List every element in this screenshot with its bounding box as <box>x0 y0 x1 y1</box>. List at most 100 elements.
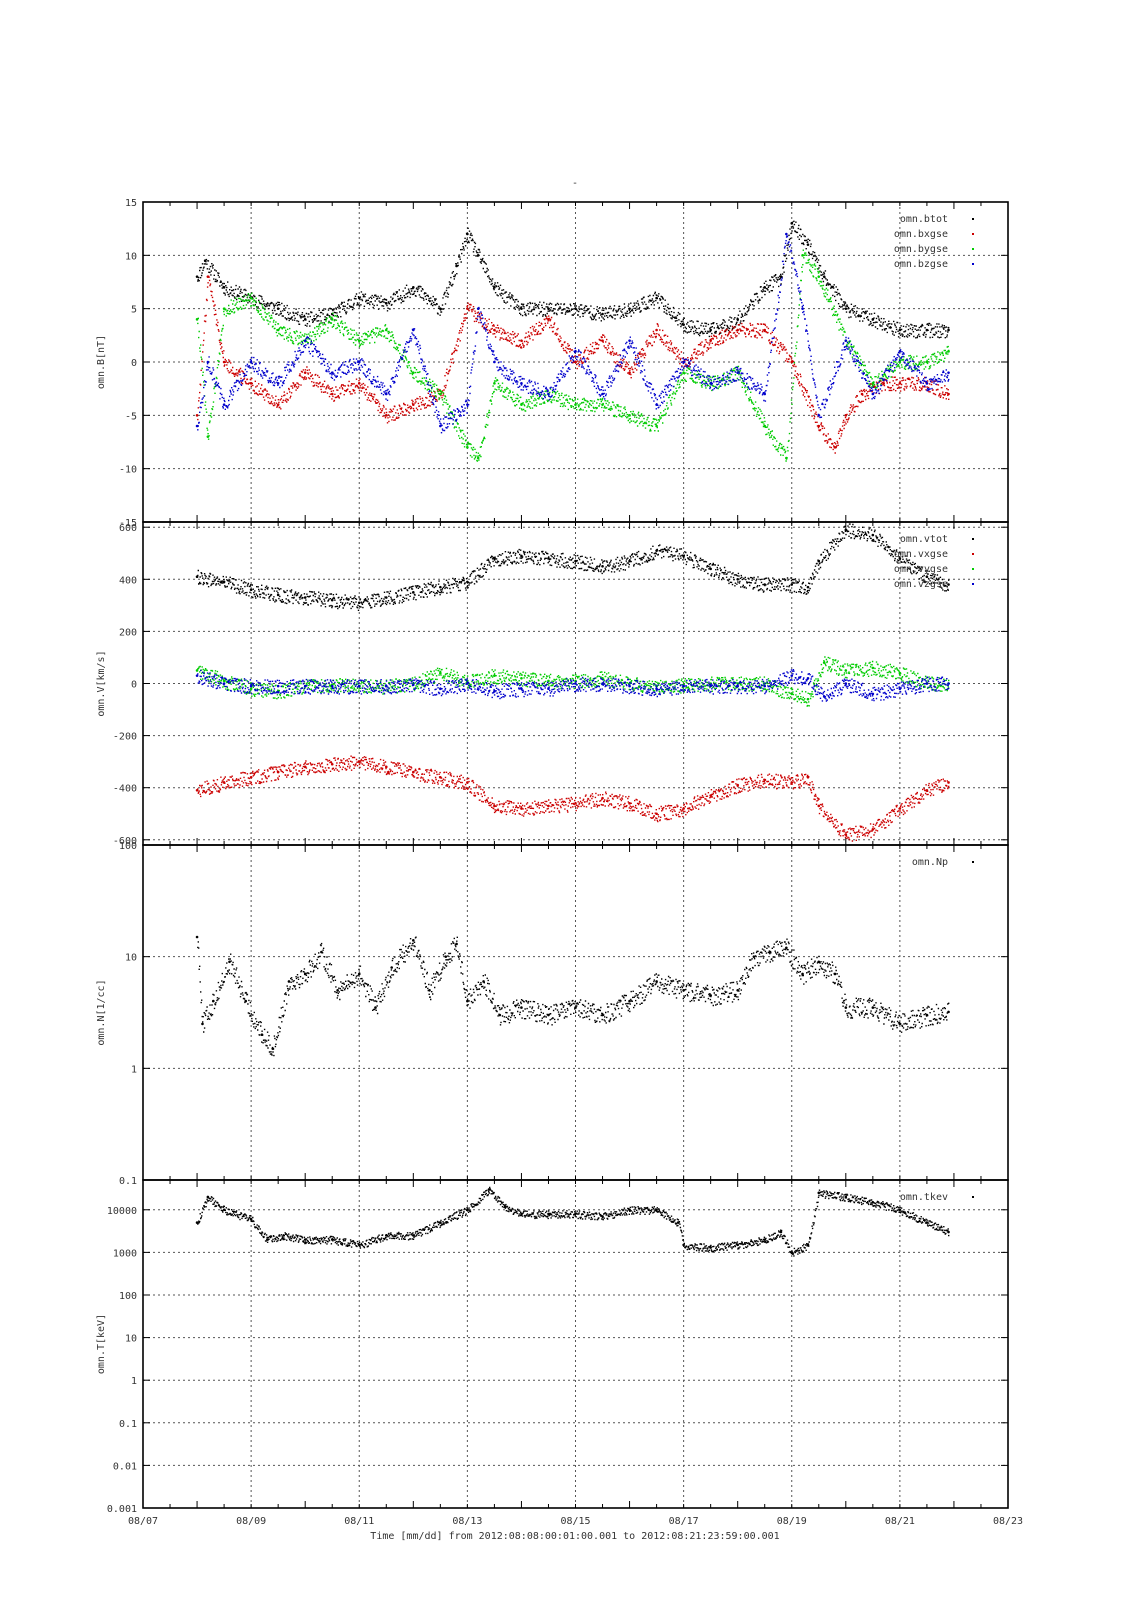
data-point <box>520 1006 523 1009</box>
data-point <box>412 683 415 687</box>
data-point <box>833 972 837 976</box>
data-point <box>844 307 848 310</box>
data-point <box>493 804 496 808</box>
data-point <box>628 802 631 805</box>
data-point <box>601 312 604 316</box>
data-point <box>384 596 388 599</box>
series-omn-vygse <box>195 656 950 707</box>
data-point <box>249 382 253 385</box>
data-point <box>785 946 788 950</box>
data-point <box>806 676 810 680</box>
data-point <box>574 307 577 310</box>
data-point <box>357 339 361 342</box>
data-point <box>676 1221 680 1224</box>
x-tick-label: 08/11 <box>344 1516 374 1527</box>
series-omn-vzgse <box>195 669 950 702</box>
data-point <box>925 682 929 685</box>
legend-label: omn.vtot <box>900 534 948 545</box>
data-point <box>601 392 604 396</box>
data-point <box>898 687 902 691</box>
data-point <box>249 360 253 364</box>
data-point <box>482 980 485 983</box>
data-point <box>844 1006 848 1009</box>
data-point <box>439 585 442 589</box>
data-point <box>222 679 226 683</box>
data-point <box>520 807 523 810</box>
data-point <box>276 307 280 310</box>
data-point <box>709 339 712 342</box>
data-point <box>547 804 550 808</box>
data-point <box>195 575 199 579</box>
data-point <box>547 1013 550 1017</box>
data-point <box>520 1212 523 1216</box>
y-tick-label: -10 <box>119 465 137 476</box>
data-point <box>547 557 550 560</box>
y-tick-label: 1000 <box>113 1248 137 1259</box>
data-point <box>330 598 334 602</box>
data-point <box>271 1047 275 1050</box>
data-point <box>249 775 253 779</box>
data-point <box>303 1238 307 1241</box>
data-point <box>384 765 388 769</box>
data-point <box>412 286 415 289</box>
data-point <box>493 360 496 364</box>
panel-v: -600-400-2000200400600omn.vtotomn.vxgseo… <box>96 521 1009 847</box>
y-tick-label: 100 <box>119 1291 137 1302</box>
legend-marker <box>972 1196 974 1198</box>
data-point <box>947 371 950 374</box>
data-point <box>466 403 469 406</box>
data-point <box>822 695 826 698</box>
data-point <box>790 222 794 225</box>
data-point <box>736 371 739 374</box>
data-point <box>330 392 334 396</box>
data-point <box>260 1033 264 1037</box>
data-point <box>574 360 577 364</box>
data-point <box>330 318 334 321</box>
data-point <box>574 1212 577 1216</box>
data-point <box>412 770 415 774</box>
data-points <box>197 249 950 462</box>
data-point <box>244 999 248 1003</box>
y-tick-label: 0.001 <box>107 1504 137 1515</box>
data-point <box>871 692 875 696</box>
data-point <box>898 360 902 364</box>
data-point <box>466 232 469 236</box>
data-point <box>211 999 215 1003</box>
data-point <box>574 1006 577 1009</box>
data-point <box>201 1022 204 1026</box>
data-point <box>357 601 361 605</box>
legend: omn.tkev <box>900 1192 974 1203</box>
y-tick-label: 10 <box>125 953 137 964</box>
data-points <box>197 1186 950 1257</box>
y-tick-label: 10000 <box>107 1206 137 1217</box>
data-point <box>655 687 658 691</box>
data-point <box>439 392 442 396</box>
data-point <box>947 1230 950 1234</box>
data-point <box>520 307 523 310</box>
data-point <box>601 564 604 568</box>
data-point <box>303 596 307 599</box>
data-point <box>882 382 885 385</box>
legend-label: omn.vzgse <box>894 579 948 590</box>
data-point <box>817 960 821 964</box>
data-point <box>763 392 767 396</box>
data-point <box>195 318 199 321</box>
data-point <box>682 1243 685 1247</box>
data-point <box>898 671 902 675</box>
data-point <box>628 684 631 688</box>
data-point <box>601 796 604 800</box>
data-point <box>195 424 199 428</box>
legend: omn.Np <box>912 857 974 868</box>
series-omn-tkev <box>195 1186 950 1257</box>
y-tick-label: 400 <box>119 575 137 586</box>
y-axis-label: omn.N[1/cc] <box>96 979 107 1045</box>
data-point <box>303 371 307 374</box>
panels: -15-10-5051015omn.btotomn.bxgseomn.bygse… <box>96 198 1009 1515</box>
data-points <box>197 669 950 702</box>
y-axis-label: omn.B[nT] <box>96 335 107 389</box>
data-point <box>547 392 550 396</box>
data-point <box>925 788 929 792</box>
data-point <box>439 687 442 691</box>
data-point <box>655 328 658 332</box>
